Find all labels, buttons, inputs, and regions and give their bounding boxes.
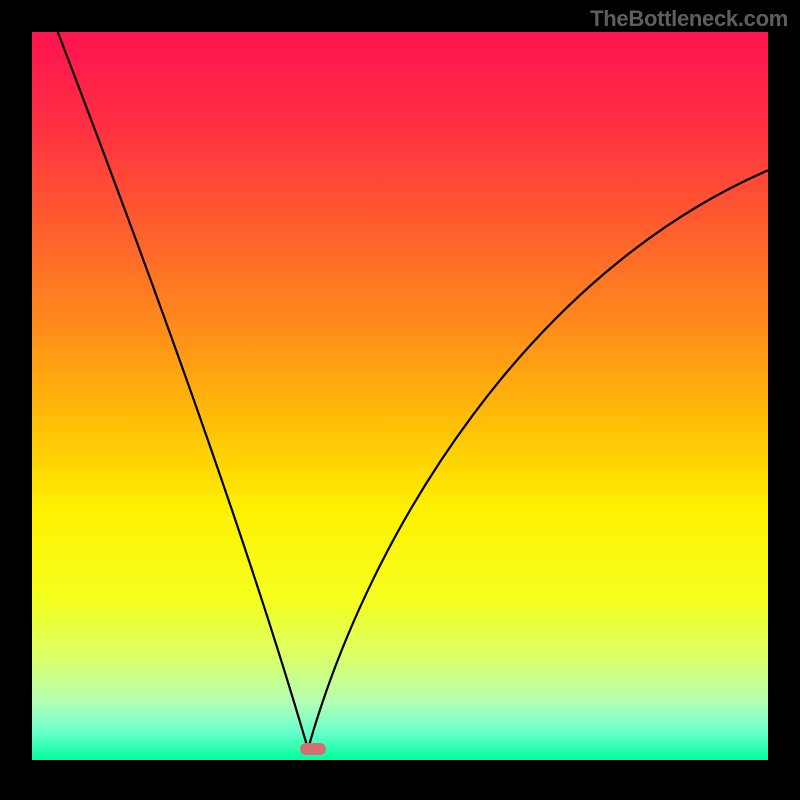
bottleneck-curve [32, 32, 768, 760]
plot-outer-frame [32, 32, 768, 760]
apex-marker [300, 743, 326, 755]
curve-path [58, 32, 768, 749]
plot-area [32, 32, 768, 760]
watermark-text: TheBottleneck.com [590, 6, 788, 32]
